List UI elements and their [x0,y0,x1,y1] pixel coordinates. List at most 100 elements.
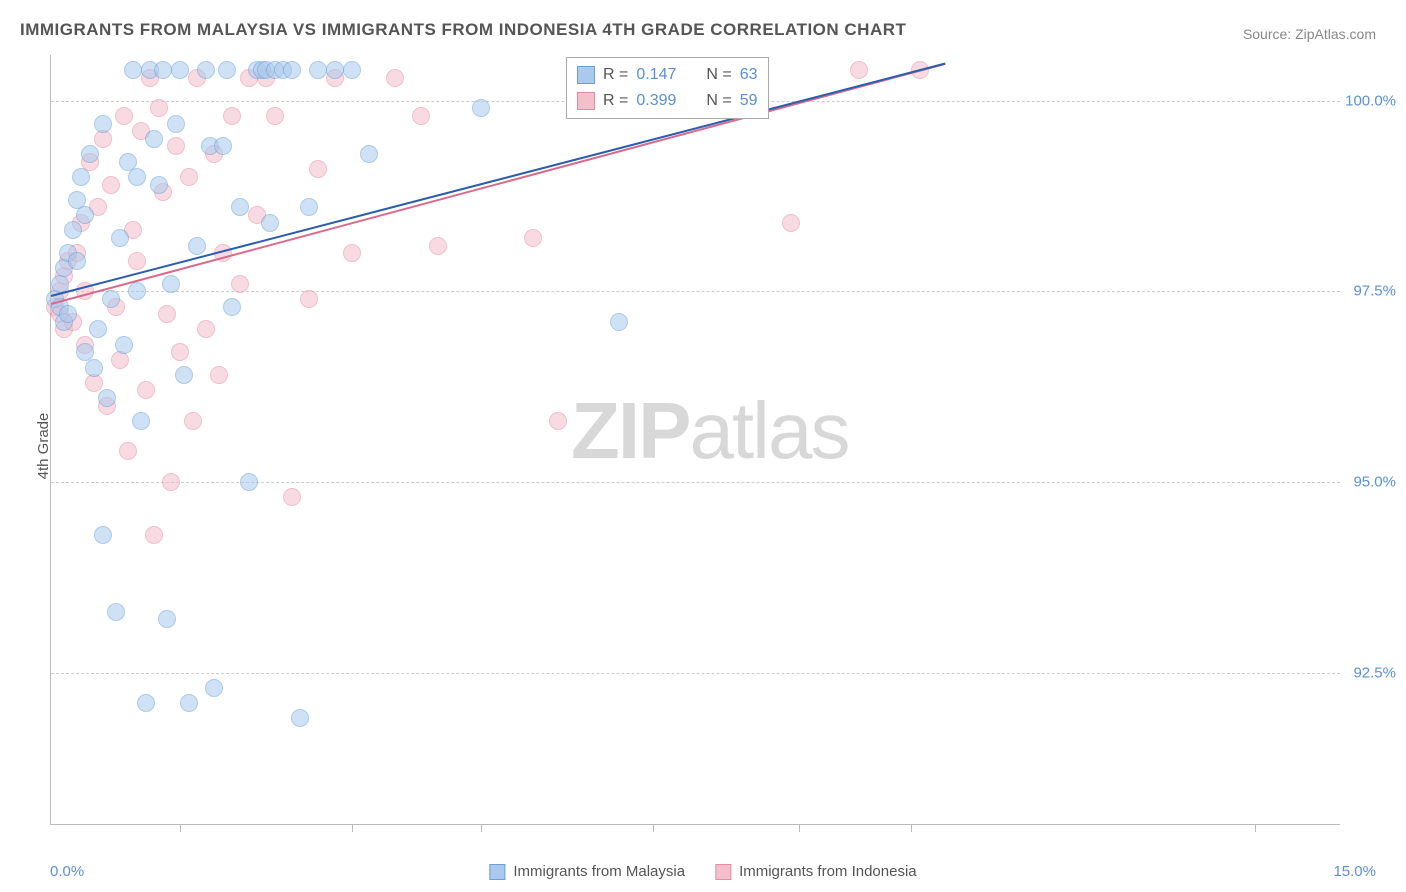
data-point-malaysia [231,198,249,216]
data-point-malaysia [128,168,146,186]
data-point-malaysia [128,282,146,300]
data-point-malaysia [158,610,176,628]
legend-label: Immigrants from Malaysia [513,863,685,880]
data-point-malaysia [300,198,318,216]
data-point-indonesia [115,107,133,125]
x-tick [653,824,654,832]
data-point-malaysia [124,61,142,79]
y-tick-label: 92.5% [1353,664,1396,681]
data-point-indonesia [524,229,542,247]
data-point-malaysia [309,61,327,79]
legend-swatch-icon [577,92,595,110]
data-point-malaysia [85,359,103,377]
y-tick-label: 100.0% [1345,92,1396,109]
data-point-indonesia [429,237,447,255]
data-point-malaysia [343,61,361,79]
source-attribution: Source: ZipAtlas.com [1243,26,1376,42]
r-label: R = [603,66,628,84]
data-point-malaysia [81,145,99,163]
data-point-malaysia [205,679,223,697]
x-axis-min-label: 0.0% [50,863,84,880]
y-tick-label: 95.0% [1353,473,1396,490]
chart-title: IMMIGRANTS FROM MALAYSIA VS IMMIGRANTS F… [20,20,906,40]
data-point-malaysia [154,61,172,79]
r-label: R = [603,92,628,110]
data-point-indonesia [137,381,155,399]
data-point-malaysia [102,290,120,308]
data-point-malaysia [214,137,232,155]
data-point-malaysia [150,176,168,194]
data-point-malaysia [76,206,94,224]
data-point-indonesia [145,526,163,544]
data-point-indonesia [128,252,146,270]
data-point-malaysia [59,305,77,323]
legend-swatch-icon [489,864,505,880]
x-tick [481,824,482,832]
source-name: ZipAtlas.com [1295,26,1376,42]
data-point-malaysia [137,694,155,712]
n-label: N = [706,66,731,84]
x-tick [799,824,800,832]
legend-swatch-icon [715,864,731,880]
data-point-malaysia [115,336,133,354]
data-point-indonesia [119,442,137,460]
data-point-malaysia [180,694,198,712]
data-point-indonesia [283,488,301,506]
data-point-malaysia [145,130,163,148]
data-point-malaysia [326,61,344,79]
data-point-indonesia [782,214,800,232]
n-label: N = [706,92,731,110]
y-tick-label: 97.5% [1353,283,1396,300]
data-point-malaysia [111,229,129,247]
data-point-indonesia [266,107,284,125]
x-tick [911,824,912,832]
data-point-malaysia [107,603,125,621]
data-point-indonesia [167,137,185,155]
data-point-malaysia [72,168,90,186]
data-point-indonesia [158,305,176,323]
data-point-malaysia [94,115,112,133]
data-point-malaysia [98,389,116,407]
data-point-malaysia [167,115,185,133]
data-point-indonesia [197,320,215,338]
n-value: 63 [740,66,758,84]
data-point-indonesia [300,290,318,308]
data-point-malaysia [223,298,241,316]
data-point-malaysia [94,526,112,544]
legend-item-indonesia: Immigrants from Indonesia [715,863,917,880]
data-point-indonesia [343,244,361,262]
plot-area: ZIPatlas [50,55,1340,825]
data-point-malaysia [171,61,189,79]
r-value: 0.399 [636,92,676,110]
data-point-malaysia [610,313,628,331]
correlation-legend: R =0.147N =63R =0.399N =59 [566,57,769,119]
data-point-indonesia [162,473,180,491]
data-point-malaysia [89,320,107,338]
data-point-indonesia [549,412,567,430]
data-point-malaysia [291,709,309,727]
watermark-bold: ZIP [571,386,689,475]
r-value: 0.147 [636,66,676,84]
data-point-malaysia [175,366,193,384]
data-point-malaysia [360,145,378,163]
data-point-indonesia [386,69,404,87]
data-point-malaysia [197,61,215,79]
correlation-legend-row: R = 0.147 N = 63 [577,62,758,88]
data-point-malaysia [64,221,82,239]
x-tick [352,824,353,832]
data-point-indonesia [412,107,430,125]
data-point-indonesia [184,412,202,430]
data-point-indonesia [231,275,249,293]
data-point-indonesia [180,168,198,186]
data-point-malaysia [218,61,236,79]
data-point-indonesia [150,99,168,117]
legend-swatch-icon [577,66,595,84]
gridline [51,673,1340,674]
data-point-indonesia [850,61,868,79]
source-label: Source: [1243,26,1295,42]
data-point-malaysia [240,473,258,491]
correlation-legend-row: R =0.399N =59 [577,88,758,114]
data-point-indonesia [111,351,129,369]
data-point-malaysia [188,237,206,255]
data-point-malaysia [283,61,301,79]
